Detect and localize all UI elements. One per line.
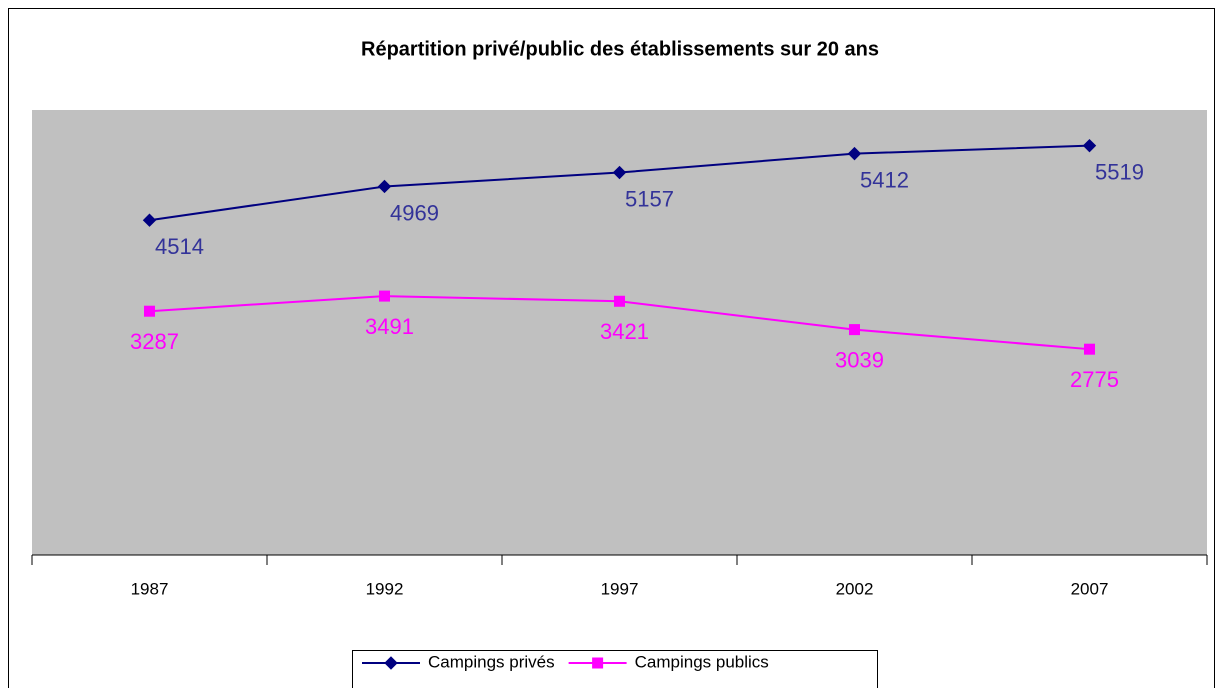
data-label: 4514 (155, 234, 204, 259)
data-point (614, 295, 625, 307)
data-label: 5519 (1095, 159, 1144, 184)
data-label: 3491 (365, 314, 414, 339)
data-label: 5157 (625, 186, 674, 211)
data-label: 4969 (390, 200, 439, 225)
legend-marker (592, 657, 604, 669)
data-point (377, 179, 392, 194)
legend-marker (384, 656, 398, 670)
data-point (142, 213, 157, 227)
data-label: 2775 (1070, 367, 1119, 392)
data-point (1082, 138, 1097, 153)
data-label: 3287 (130, 329, 179, 354)
x-tick-label: 2007 (1071, 579, 1109, 598)
data-label: 3039 (835, 347, 884, 372)
legend-label: Campings publics (635, 652, 769, 671)
data-point (612, 165, 627, 180)
legend-box (352, 650, 878, 688)
x-tick-label: 1992 (366, 579, 404, 598)
data-point (379, 290, 390, 302)
data-point (1084, 343, 1095, 355)
legend-label: Campings privés (428, 652, 555, 671)
plot-area (32, 110, 1207, 555)
x-tick-label: 2002 (836, 579, 874, 598)
data-point (847, 146, 862, 161)
chart-title: Répartition privé/public des établisseme… (361, 38, 879, 60)
data-point (144, 305, 155, 317)
data-point (849, 324, 860, 336)
data-label: 3421 (600, 319, 649, 344)
x-tick-label: 1987 (131, 579, 169, 598)
x-tick-label: 1997 (601, 579, 639, 598)
data-label: 5412 (860, 167, 909, 192)
